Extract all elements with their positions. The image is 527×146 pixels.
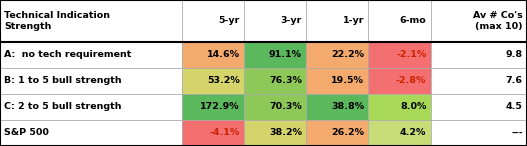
Bar xyxy=(368,120,431,146)
Bar xyxy=(0,42,182,68)
Bar xyxy=(244,94,306,120)
Text: -2.1%: -2.1% xyxy=(396,50,426,59)
Text: ---: --- xyxy=(511,128,523,137)
Text: 6-mo: 6-mo xyxy=(399,16,426,25)
Text: A:  no tech requirement: A: no tech requirement xyxy=(4,50,132,59)
Bar xyxy=(0,0,182,42)
Text: 70.3%: 70.3% xyxy=(269,102,302,111)
Bar xyxy=(0,94,182,120)
Text: 9.8: 9.8 xyxy=(506,50,523,59)
Text: 3-yr: 3-yr xyxy=(280,16,302,25)
Text: 22.2%: 22.2% xyxy=(331,50,364,59)
Text: 4.5: 4.5 xyxy=(506,102,523,111)
Bar xyxy=(182,68,244,94)
Bar xyxy=(306,0,368,42)
Bar xyxy=(431,68,527,94)
Bar xyxy=(182,120,244,146)
Text: 76.3%: 76.3% xyxy=(269,76,302,85)
Text: S&P 500: S&P 500 xyxy=(4,128,49,137)
Bar xyxy=(244,42,306,68)
Bar xyxy=(244,120,306,146)
Text: 91.1%: 91.1% xyxy=(269,50,302,59)
Text: -4.1%: -4.1% xyxy=(210,128,240,137)
Text: 5-yr: 5-yr xyxy=(218,16,240,25)
Text: -2.8%: -2.8% xyxy=(396,76,426,85)
Bar xyxy=(244,68,306,94)
Bar xyxy=(182,94,244,120)
Bar xyxy=(0,120,182,146)
Bar xyxy=(0,68,182,94)
Bar xyxy=(431,120,527,146)
Bar xyxy=(368,0,431,42)
Bar xyxy=(368,68,431,94)
Bar xyxy=(431,0,527,42)
Text: Technical Indication
Strength: Technical Indication Strength xyxy=(4,11,110,31)
Bar xyxy=(431,42,527,68)
Text: 8.0%: 8.0% xyxy=(400,102,426,111)
Text: 172.9%: 172.9% xyxy=(200,102,240,111)
Bar xyxy=(431,94,527,120)
Bar xyxy=(182,42,244,68)
Text: C: 2 to 5 bull strength: C: 2 to 5 bull strength xyxy=(4,102,122,111)
Text: 7.6: 7.6 xyxy=(506,76,523,85)
Text: 53.2%: 53.2% xyxy=(207,76,240,85)
Bar xyxy=(368,94,431,120)
Text: 4.2%: 4.2% xyxy=(400,128,426,137)
Bar xyxy=(182,0,244,42)
Text: Av # Co's
(max 10): Av # Co's (max 10) xyxy=(473,11,523,31)
Bar xyxy=(306,94,368,120)
Text: 26.2%: 26.2% xyxy=(331,128,364,137)
Text: 19.5%: 19.5% xyxy=(331,76,364,85)
Text: 38.2%: 38.2% xyxy=(269,128,302,137)
Bar xyxy=(368,42,431,68)
Text: 14.6%: 14.6% xyxy=(207,50,240,59)
Text: 38.8%: 38.8% xyxy=(331,102,364,111)
Bar xyxy=(306,42,368,68)
Bar xyxy=(306,120,368,146)
Text: B: 1 to 5 bull strength: B: 1 to 5 bull strength xyxy=(4,76,122,85)
Bar xyxy=(244,0,306,42)
Text: 1-yr: 1-yr xyxy=(343,16,364,25)
Bar xyxy=(306,68,368,94)
